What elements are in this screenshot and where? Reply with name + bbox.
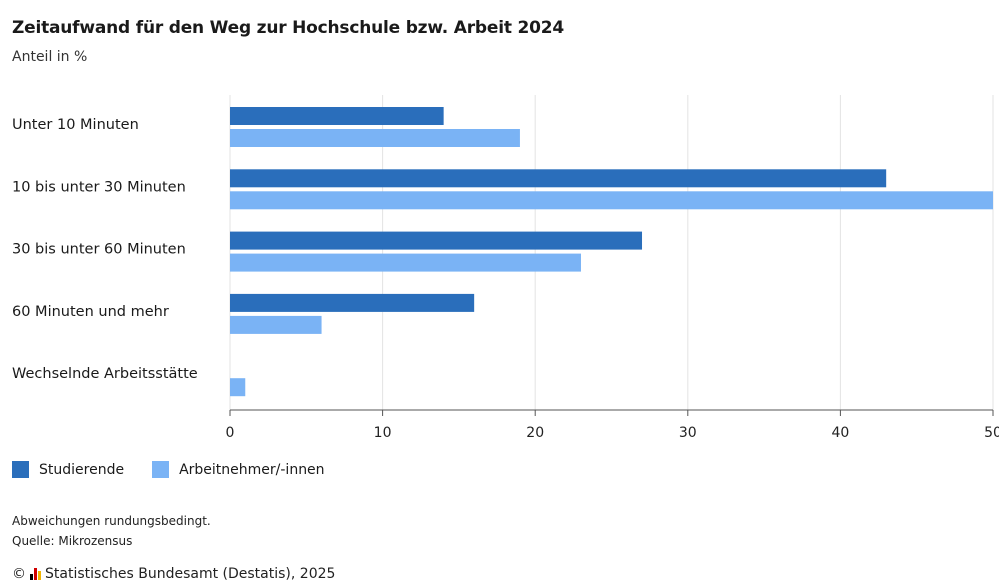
- bar: [230, 231, 643, 250]
- bar: [230, 293, 475, 312]
- x-tick-label: 10: [374, 425, 392, 441]
- rounding-note: Abweichungen rundungsbedingt.: [12, 514, 211, 528]
- legend: Studierende Arbeitnehmer/-innen: [12, 461, 325, 478]
- x-tick-label: 40: [831, 425, 849, 441]
- x-tick-label: 0: [226, 425, 235, 441]
- legend-item-arbeitnehmer: Arbeitnehmer/-innen: [152, 461, 325, 478]
- legend-label-arbeitnehmer: Arbeitnehmer/-innen: [179, 461, 325, 478]
- bar: [230, 315, 322, 334]
- category-label: Wechselnde Arbeitsstätte: [12, 366, 198, 382]
- bar: [230, 191, 993, 210]
- chart-title: Zeitaufwand für den Weg zur Hochschule b…: [12, 18, 564, 38]
- x-tick-label: 20: [526, 425, 544, 441]
- category-label: 30 bis unter 60 Minuten: [12, 242, 186, 258]
- x-tick-label: 50: [984, 425, 999, 441]
- bar: [230, 253, 581, 272]
- publisher-text: Statistisches Bundesamt (Destatis), 2025: [45, 566, 336, 582]
- category-label: 60 Minuten und mehr: [12, 304, 169, 320]
- destatis-logo-icon: [30, 568, 41, 580]
- bar-chart: 0 10 20 30 40 50 Unter 10 Minuten 10 bis unter …: [12, 95, 999, 441]
- legend-item-studierende: Studierende: [12, 461, 124, 478]
- copyright-symbol: ©: [12, 566, 26, 582]
- legend-swatch-arbeitnehmer: [152, 461, 170, 478]
- category-label: Unter 10 Minuten: [12, 117, 139, 133]
- bar: [230, 169, 887, 188]
- bar: [230, 129, 520, 147]
- bar: [230, 378, 246, 397]
- bar: [230, 107, 444, 125]
- x-tick-label: 30: [679, 425, 697, 441]
- category-label: 10 bis unter 30 Minuten: [12, 179, 186, 195]
- source-note: Quelle: Mikrozensus: [12, 534, 133, 548]
- legend-swatch-studierende: [12, 461, 29, 478]
- legend-label-studierende: Studierende: [39, 461, 125, 478]
- footer: © Statistisches Bundesamt (Destatis), 20…: [12, 566, 335, 582]
- chart-subtitle: Anteil in %: [12, 49, 88, 65]
